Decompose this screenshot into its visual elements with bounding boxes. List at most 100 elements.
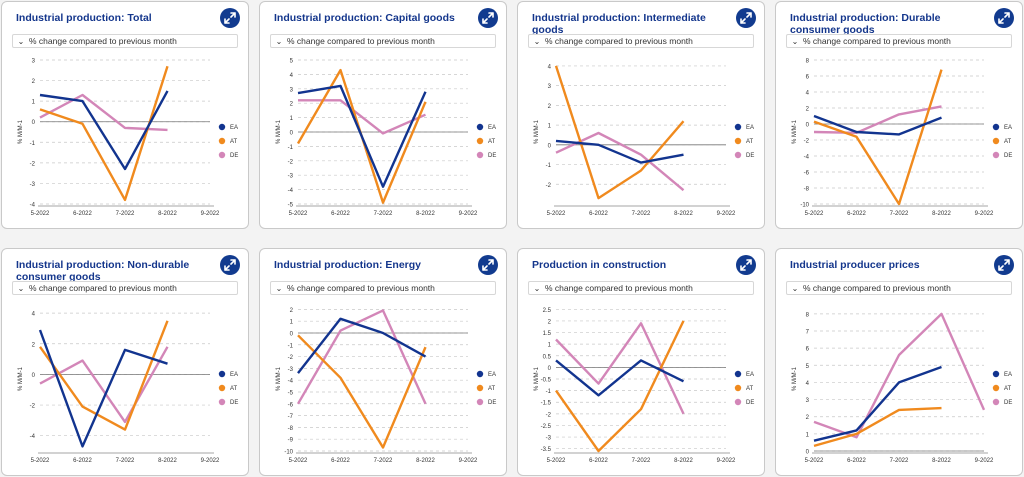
chevron-down-icon: ⌄ [275,283,283,293]
chart-card: Industrial production: Durable consumer … [775,1,1023,229]
x-tick-label: 8-2022 [158,211,177,217]
chevron-down-icon: ⌄ [17,283,25,293]
expand-arrows-icon [998,259,1010,271]
expand-arrows-icon [482,259,494,271]
measure-dropdown[interactable]: ⌄ % change compared to previous month [12,281,238,295]
chevron-down-icon: ⌄ [791,283,799,293]
measure-dropdown[interactable]: ⌄ % change compared to previous month [528,34,754,48]
y-tick-label: -10 [284,450,293,456]
y-tick-label: 1 [548,124,552,130]
chart-title: Industrial production: Capital goods [274,12,455,24]
y-tick-label: 2 [32,342,36,348]
y-tick-label: -1 [30,141,36,147]
legend-label: EA [230,125,238,131]
legend-marker [218,123,226,131]
chart-title: Industrial production: Energy [274,259,422,271]
chevron-down-icon: ⌄ [17,36,25,46]
measure-dropdown[interactable]: ⌄ % change compared to previous month [786,281,1012,295]
measure-dropdown[interactable]: ⌄ % change compared to previous month [12,34,238,48]
measure-dropdown[interactable]: ⌄ % change compared to previous month [270,34,496,48]
x-tick-label: 9-2022 [201,211,220,217]
legend-label: EA [746,372,754,378]
legend-marker [218,137,226,145]
dropdown-label: % change compared to previous month [29,283,177,293]
legend-marker [734,137,742,145]
x-tick-label: 9-2022 [201,458,220,464]
chart-title: Industrial production: Total [16,12,152,24]
expand-button[interactable] [736,255,756,275]
series-line-ea [39,90,169,171]
series-line-at [297,334,427,449]
expand-arrows-icon [482,12,494,24]
y-tick-label: -2 [288,159,294,165]
legend-label: AT [746,386,754,392]
y-tick-label: -3 [288,174,294,180]
y-tick-label: -2 [30,161,36,167]
expand-button[interactable] [220,8,240,28]
x-tick-label: 7-2022 [890,458,909,464]
series-line-ea [555,139,684,164]
measure-dropdown[interactable]: ⌄ % change compared to previous month [270,281,496,295]
chart-card: Production in construction ⌄ % change comp… [517,248,765,476]
y-tick-label: 4 [290,73,294,79]
y-tick-label: 6 [806,75,810,81]
legend-label: EA [230,372,238,378]
line-chart: -10 -8 -6 -4 -2 0 2 4 6 8 5-2022 6-2022 7-2022 8-2022… [792,59,1012,218]
series-line-ea [555,359,685,397]
x-tick-label: 9-2022 [459,458,478,464]
y-tick-label: -3 [30,182,36,188]
y-tick-label: -3 [546,436,552,442]
expand-button[interactable] [220,255,240,275]
line-chart: -5 -4 -3 -2 -1 0 1 2 3 4 5 5-2022 6-2022 7-2022 8-2022… [276,59,496,218]
series-line-at [39,65,169,202]
y-tick-label: 2 [290,308,294,314]
expand-arrows-icon [224,259,236,271]
series-line-ea [813,114,942,136]
y-tick-label: 0 [548,143,552,149]
legend-label: DE [1004,153,1012,159]
y-tick-label: 7 [806,330,810,336]
series-line-de [555,322,685,415]
line-chart: 0 1 2 3 4 5 6 7 8 5-2022 6-2022 7-2022 8-2022 9-2022%… [792,312,1012,464]
expand-arrows-icon [740,259,752,271]
chart-card: Industrial producer prices ⌄ % change comp… [775,248,1023,476]
legend-label: DE [488,153,496,159]
y-tick-label: -1 [288,343,294,349]
series-line-ea [297,317,427,374]
dropdown-label: % change compared to previous month [287,36,435,46]
x-tick-label: 6-2022 [847,458,866,464]
y-tick-label: 2.5 [543,308,552,314]
measure-dropdown[interactable]: ⌄ % change compared to previous month [786,34,1012,48]
x-tick-label: 8-2022 [932,211,951,217]
y-axis-label: % M/M-1 [534,119,540,144]
expand-button[interactable] [478,255,498,275]
series-line-at [554,65,685,200]
expand-button[interactable] [994,8,1014,28]
y-tick-label: -4 [288,379,294,385]
y-tick-label: 3 [32,59,36,65]
legend-label: DE [230,153,238,159]
dropdown-label: % change compared to previous month [545,283,693,293]
measure-dropdown[interactable]: ⌄ % change compared to previous month [528,281,754,295]
chart-title: Industrial production: Intermediate good… [532,12,706,36]
series-line-at [39,320,169,431]
y-tick-label: -4 [30,434,36,440]
dropdown-label: % change compared to previous month [803,36,951,46]
series-line-de [296,309,427,405]
series-line-ea [813,365,942,442]
y-tick-label: 0.5 [543,354,552,360]
x-tick-label: 7-2022 [632,458,651,464]
expand-button[interactable] [478,8,498,28]
y-tick-label: 3 [290,87,294,93]
x-tick-label: 6-2022 [589,211,608,217]
expand-button[interactable] [994,255,1014,275]
legend-marker [476,137,484,145]
chart-card: Industrial production: Non-durable consu… [1,248,249,476]
legend-label: AT [488,386,496,392]
expand-button[interactable] [736,8,756,28]
legend-marker [734,398,742,406]
legend-label: EA [746,125,754,131]
y-tick-label: 1 [290,320,294,326]
dropdown-label: % change compared to previous month [287,283,435,293]
y-tick-label: -7 [288,414,294,420]
